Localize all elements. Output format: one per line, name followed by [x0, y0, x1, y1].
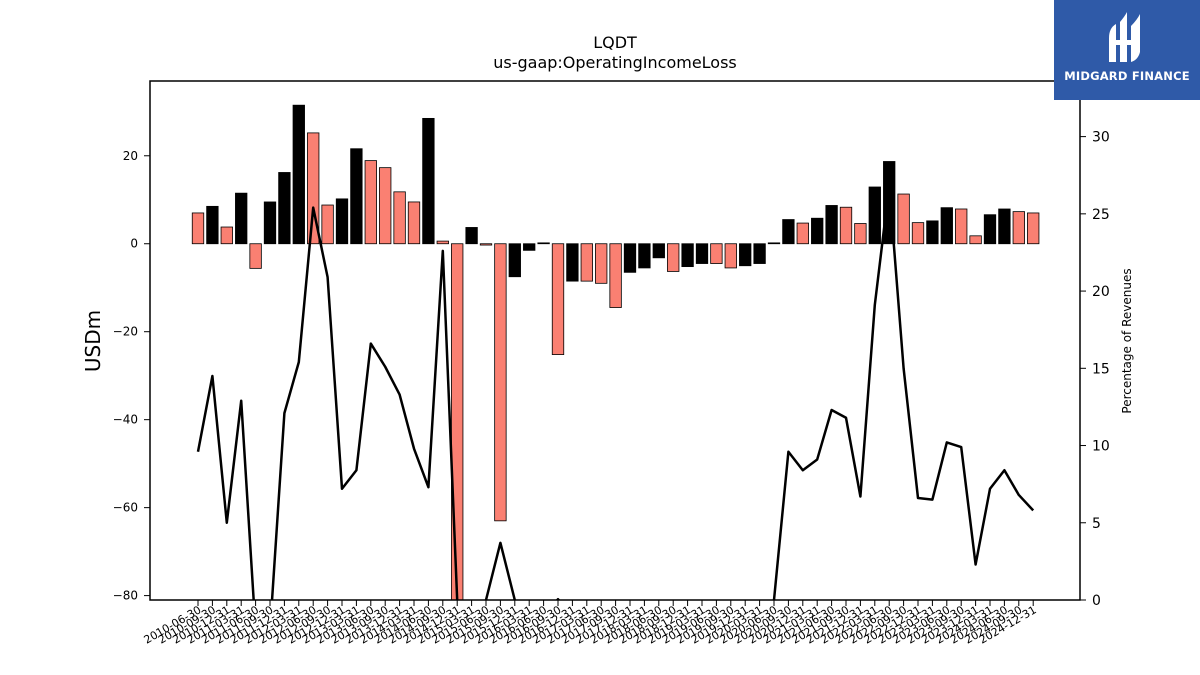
bar-2023-06-30 [940, 207, 953, 245]
y2-tick-label: 25 [1092, 207, 1110, 223]
y2-axis-label: Percentage of Revenues [1120, 268, 1134, 413]
y-tick-label: 20 [123, 149, 138, 163]
bar-2024-03-31 [983, 214, 997, 245]
y2-tick-label: 20 [1092, 284, 1110, 300]
bar-2017-09-30 [609, 243, 622, 308]
y-tick-label: −60 [113, 501, 138, 515]
y2-tick-label: 15 [1092, 361, 1110, 377]
bar-2014-03-31 [407, 201, 421, 245]
bar-2019-12-31 [739, 243, 752, 267]
bar-2010-09-30 [206, 205, 219, 245]
bar-2010-12-31 [220, 226, 233, 245]
bar-2017-06-30 [595, 243, 608, 284]
bar-2021-06-30 [825, 205, 838, 245]
bar-2014-09-30 [436, 240, 449, 245]
bar-2016-06-30 [537, 242, 550, 245]
y2-tick-label: 10 [1092, 439, 1110, 455]
midgard-finance-logo: MIDGARD FINANCE [1054, 0, 1200, 100]
bar-2021-09-30 [839, 206, 853, 245]
bar-2020-03-31 [753, 243, 766, 264]
bar-2020-06-30 [767, 242, 781, 245]
bar-2019-03-31 [695, 243, 709, 264]
bar-2024-06-30 [998, 208, 1011, 245]
bar-2020-12-31 [796, 222, 809, 245]
bar-2019-06-30 [710, 243, 723, 264]
bar-2012-12-31 [335, 198, 349, 245]
bar-2018-12-31 [681, 243, 694, 268]
bar-2017-12-31 [623, 243, 637, 273]
bar-2013-06-30 [364, 160, 377, 245]
y-tick-label: −40 [113, 413, 138, 427]
plot-frame [149, 80, 1081, 601]
chart-subtitle: us-gaap:OperatingIncomeLoss [493, 53, 737, 72]
y2-tick-label: 30 [1092, 130, 1110, 146]
logo-text: MIDGARD FINANCE [1064, 69, 1190, 83]
bar-2017-03-31 [580, 243, 593, 282]
y2-tick-label: 5 [1092, 516, 1101, 532]
left-axis: −80 −60 −40 −20 0 20 [113, 149, 150, 603]
bar-2020-09-30 [782, 219, 795, 245]
bar-2014-06-30 [422, 117, 435, 245]
bar-2015-12-31 [508, 243, 521, 278]
line-series [196, 184, 1035, 600]
bar-2015-03-31 [465, 227, 478, 245]
bar-2022-12-31 [911, 222, 925, 245]
chart-title: LQDT [593, 33, 637, 52]
midgard-logo-icon [1109, 12, 1140, 62]
bar-2016-12-31 [566, 243, 579, 282]
y-tick-label: −20 [113, 325, 138, 339]
bar-2016-03-31 [523, 243, 536, 251]
bar-2018-06-30 [652, 243, 665, 259]
bar-2011-06-30 [249, 243, 262, 269]
y-tick-label: −80 [113, 589, 138, 603]
bar-2015-09-30 [494, 243, 507, 522]
plot-area [191, 104, 1040, 600]
bar-2011-12-31 [278, 172, 291, 245]
bar-2023-12-31 [969, 235, 982, 245]
bar-2022-03-31 [868, 186, 881, 245]
bar-2023-09-30 [955, 208, 968, 245]
bar-2024-12-31 [1027, 212, 1040, 245]
bar-2021-03-31 [811, 217, 824, 245]
bar-2011-09-30 [263, 201, 277, 245]
bar-2018-09-30 [667, 243, 680, 272]
bar-2022-06-30 [883, 161, 896, 245]
bar-2014-12-31 [451, 243, 464, 600]
bar-2019-09-30 [724, 243, 737, 269]
bar-2012-03-31 [292, 104, 305, 245]
right-axis: 0 5 10 15 20 25 30 [1080, 130, 1110, 609]
bar-2010-06-30 [191, 212, 205, 245]
x-axis: 2010-06-302010-09-302010-12-312011-03-31… [142, 600, 1039, 647]
bar-2015-06-30 [479, 243, 493, 246]
y2-tick-label: 0 [1092, 593, 1101, 609]
bar-series [191, 104, 1040, 600]
bar-2013-03-31 [350, 148, 363, 245]
bar-2013-12-31 [393, 191, 406, 245]
y-axis-label: USDm [81, 310, 105, 372]
bar-2011-03-31 [235, 192, 248, 245]
bar-2012-09-30 [321, 204, 334, 245]
bar-2024-09-30 [1012, 211, 1025, 245]
bar-2018-03-31 [638, 243, 651, 269]
y-tick-label: 0 [130, 237, 138, 251]
bar-2021-12-31 [854, 223, 867, 245]
bar-2012-06-30 [307, 132, 320, 245]
bar-2022-09-30 [897, 193, 910, 245]
bar-2013-09-30 [379, 167, 392, 245]
bar-2023-03-31 [926, 220, 939, 245]
bar-2016-09-30 [551, 243, 565, 355]
